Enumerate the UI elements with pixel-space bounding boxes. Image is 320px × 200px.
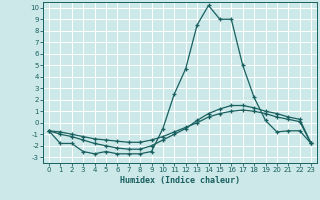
X-axis label: Humidex (Indice chaleur): Humidex (Indice chaleur) (120, 176, 240, 185)
